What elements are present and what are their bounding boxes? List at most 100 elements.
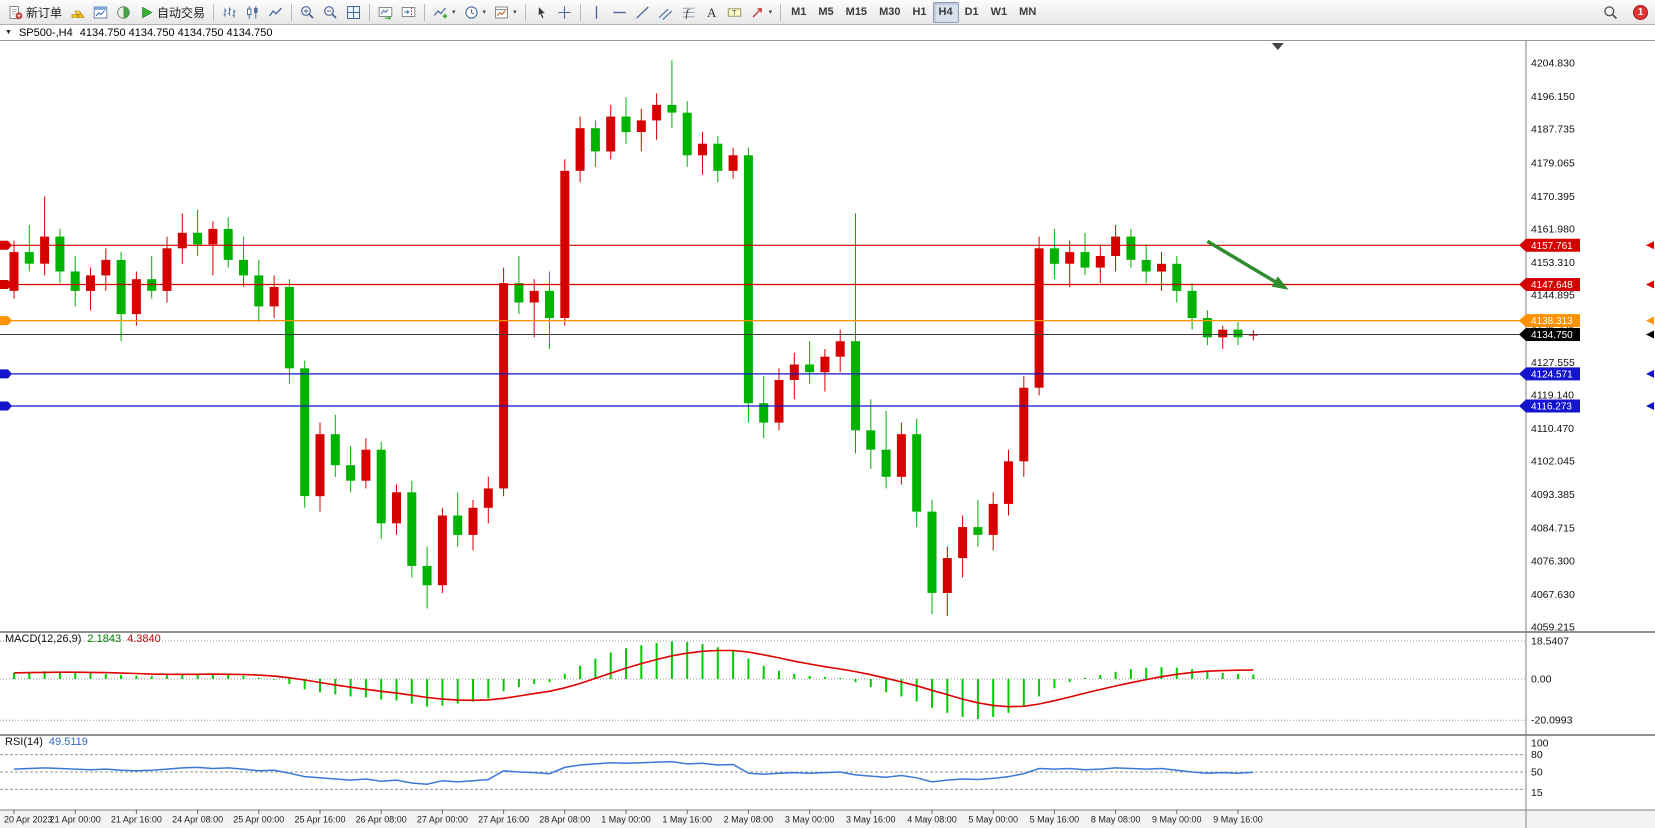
- chart-canvas[interactable]: 4204.830 4196.150 4187.735 4179.065 4170.395…: [0, 41, 1655, 828]
- horizontal-line-tool[interactable]: [608, 2, 631, 23]
- zoom-in-button[interactable]: [296, 2, 319, 23]
- data-window-button[interactable]: [89, 2, 112, 23]
- svg-text:4059.215: 4059.215: [1531, 622, 1575, 634]
- toolbar-right: 1: [1599, 0, 1652, 25]
- arrows-tool[interactable]: ▾: [746, 2, 777, 23]
- trendline-tool[interactable]: [631, 2, 654, 23]
- svg-text:18.5407: 18.5407: [1531, 635, 1569, 647]
- rsi-header: RSI(14) 49.5119: [5, 736, 88, 748]
- svg-text:3 May 00:00: 3 May 00:00: [785, 815, 835, 825]
- macd-title: MACD(12,26,9): [5, 633, 82, 645]
- svg-text:24 Apr 08:00: 24 Apr 08:00: [172, 815, 223, 825]
- new-order-button[interactable]: 新订单: [4, 2, 66, 23]
- svg-text:4124.571: 4124.571: [1531, 369, 1573, 380]
- svg-text:4 May 08:00: 4 May 08:00: [907, 815, 957, 825]
- dropdown-caret-icon: ▾: [452, 9, 456, 16]
- dropdown-caret-icon: ▾: [768, 9, 773, 16]
- toolbar-separator: [424, 3, 426, 21]
- macd-signal-value: 4.3840: [127, 633, 161, 645]
- svg-text:21 Apr 00:00: 21 Apr 00:00: [50, 815, 101, 825]
- label-tool[interactable]: T: [723, 2, 746, 23]
- toolbar-separator: [579, 3, 581, 21]
- candlestick-icon: [245, 5, 260, 20]
- svg-text:4127.555: 4127.555: [1531, 357, 1575, 369]
- svg-text:T: T: [732, 8, 737, 17]
- svg-text:4187.735: 4187.735: [1531, 124, 1575, 136]
- tf-h1-label: H1: [912, 6, 927, 18]
- periods-button[interactable]: ▾: [460, 2, 491, 23]
- vertical-line-tool[interactable]: [585, 2, 608, 23]
- svg-text:4161.980: 4161.980: [1531, 223, 1575, 235]
- crosshair-tool[interactable]: [553, 2, 576, 23]
- new-order-button-label: 新订单: [26, 5, 63, 20]
- bar-chart-icon: [222, 5, 237, 20]
- tf-d1[interactable]: D1: [959, 2, 985, 23]
- tf-m1[interactable]: M1: [785, 2, 812, 23]
- hline-icon: [612, 5, 627, 20]
- chart-shift-icon: [401, 5, 416, 20]
- navigator-button[interactable]: [112, 2, 135, 23]
- toolbar-separator: [291, 3, 293, 21]
- cursor-icon: [534, 5, 549, 20]
- svg-text:9 May 16:00: 9 May 16:00: [1213, 815, 1263, 825]
- templates-button[interactable]: ▾: [490, 2, 521, 23]
- fibonacci-tool[interactable]: f: [677, 2, 700, 23]
- svg-text:5 May 16:00: 5 May 16:00: [1030, 815, 1080, 825]
- indicators-button[interactable]: ▾: [429, 2, 460, 23]
- tile-windows-button[interactable]: [342, 2, 365, 23]
- svg-text:2 May 08:00: 2 May 08:00: [724, 815, 774, 825]
- svg-text:4170.395: 4170.395: [1531, 191, 1575, 203]
- search-button[interactable]: [1599, 2, 1622, 23]
- toolbar-separator: [780, 3, 782, 21]
- market-watch-button[interactable]: [66, 2, 89, 23]
- svg-text:4134.750: 4134.750: [1531, 330, 1573, 341]
- channel-tool[interactable]: [654, 2, 677, 23]
- chart-shift-button[interactable]: [397, 2, 420, 23]
- cursor-tool[interactable]: [530, 2, 553, 23]
- svg-text:100: 100: [1531, 738, 1549, 750]
- svg-text:4144.895: 4144.895: [1531, 290, 1575, 302]
- auto-trading-button[interactable]: 自动交易: [135, 2, 209, 23]
- macd-header: MACD(12,26,9) 2.1843 4.3840: [5, 633, 161, 645]
- tf-h1[interactable]: H1: [906, 2, 932, 23]
- collapse-icon[interactable]: [5, 29, 12, 36]
- tf-m5-label: M5: [818, 6, 834, 18]
- zoom-out-button[interactable]: [319, 2, 342, 23]
- svg-text:4102.045: 4102.045: [1531, 456, 1575, 468]
- svg-text:4138.313: 4138.313: [1531, 316, 1573, 327]
- line-chart-button[interactable]: [264, 2, 287, 23]
- toolbar: 新订单 自动交易 ▾ ▾ ▾ f A T ▾ M1 M5 M15 M30 H1 H4 D1 W1 MN: [0, 0, 1655, 25]
- text-tool[interactable]: A: [700, 2, 723, 23]
- tile-windows-icon: [346, 5, 361, 20]
- bar-chart-button[interactable]: [218, 2, 241, 23]
- tf-m30[interactable]: M30: [873, 2, 906, 23]
- notification-count: 1: [1633, 5, 1648, 20]
- svg-text:27 Apr 16:00: 27 Apr 16:00: [478, 815, 529, 825]
- tf-h4-label: H4: [938, 6, 953, 18]
- tf-m5[interactable]: M5: [812, 2, 839, 23]
- svg-text:4084.715: 4084.715: [1531, 523, 1575, 535]
- market-watch-icon: [70, 5, 85, 20]
- auto-scroll-button[interactable]: [374, 2, 397, 23]
- axes: 4204.830 4196.150 4187.735 4179.065 4170.395…: [0, 41, 1655, 828]
- notifications-badge[interactable]: 1: [1629, 2, 1652, 23]
- svg-text:27 Apr 00:00: 27 Apr 00:00: [417, 815, 468, 825]
- data-window-icon: [93, 5, 108, 20]
- chart-background: [0, 41, 1655, 828]
- svg-text:4157.761: 4157.761: [1531, 241, 1573, 252]
- price-tags: 4157.761 4147.648 4138.313 4124.571 4116.273…: [1519, 238, 1580, 413]
- tf-m15[interactable]: M15: [840, 2, 873, 23]
- autotrade-play-icon: [139, 5, 154, 20]
- search-icon: [1603, 5, 1618, 20]
- tf-h4[interactable]: H4: [932, 1, 959, 23]
- svg-text:4116.273: 4116.273: [1531, 402, 1572, 413]
- macd-main-value: 2.1843: [87, 633, 122, 645]
- arrow-annotation: [1206, 239, 1289, 290]
- svg-text:4196.150: 4196.150: [1531, 91, 1575, 103]
- tf-w1[interactable]: W1: [985, 2, 1014, 23]
- tf-m1-label: M1: [791, 6, 807, 18]
- tf-mn[interactable]: MN: [1013, 2, 1042, 23]
- candlestick-chart-button[interactable]: [241, 2, 264, 23]
- svg-text:4076.300: 4076.300: [1531, 555, 1575, 567]
- crosshair-icon: [557, 5, 572, 20]
